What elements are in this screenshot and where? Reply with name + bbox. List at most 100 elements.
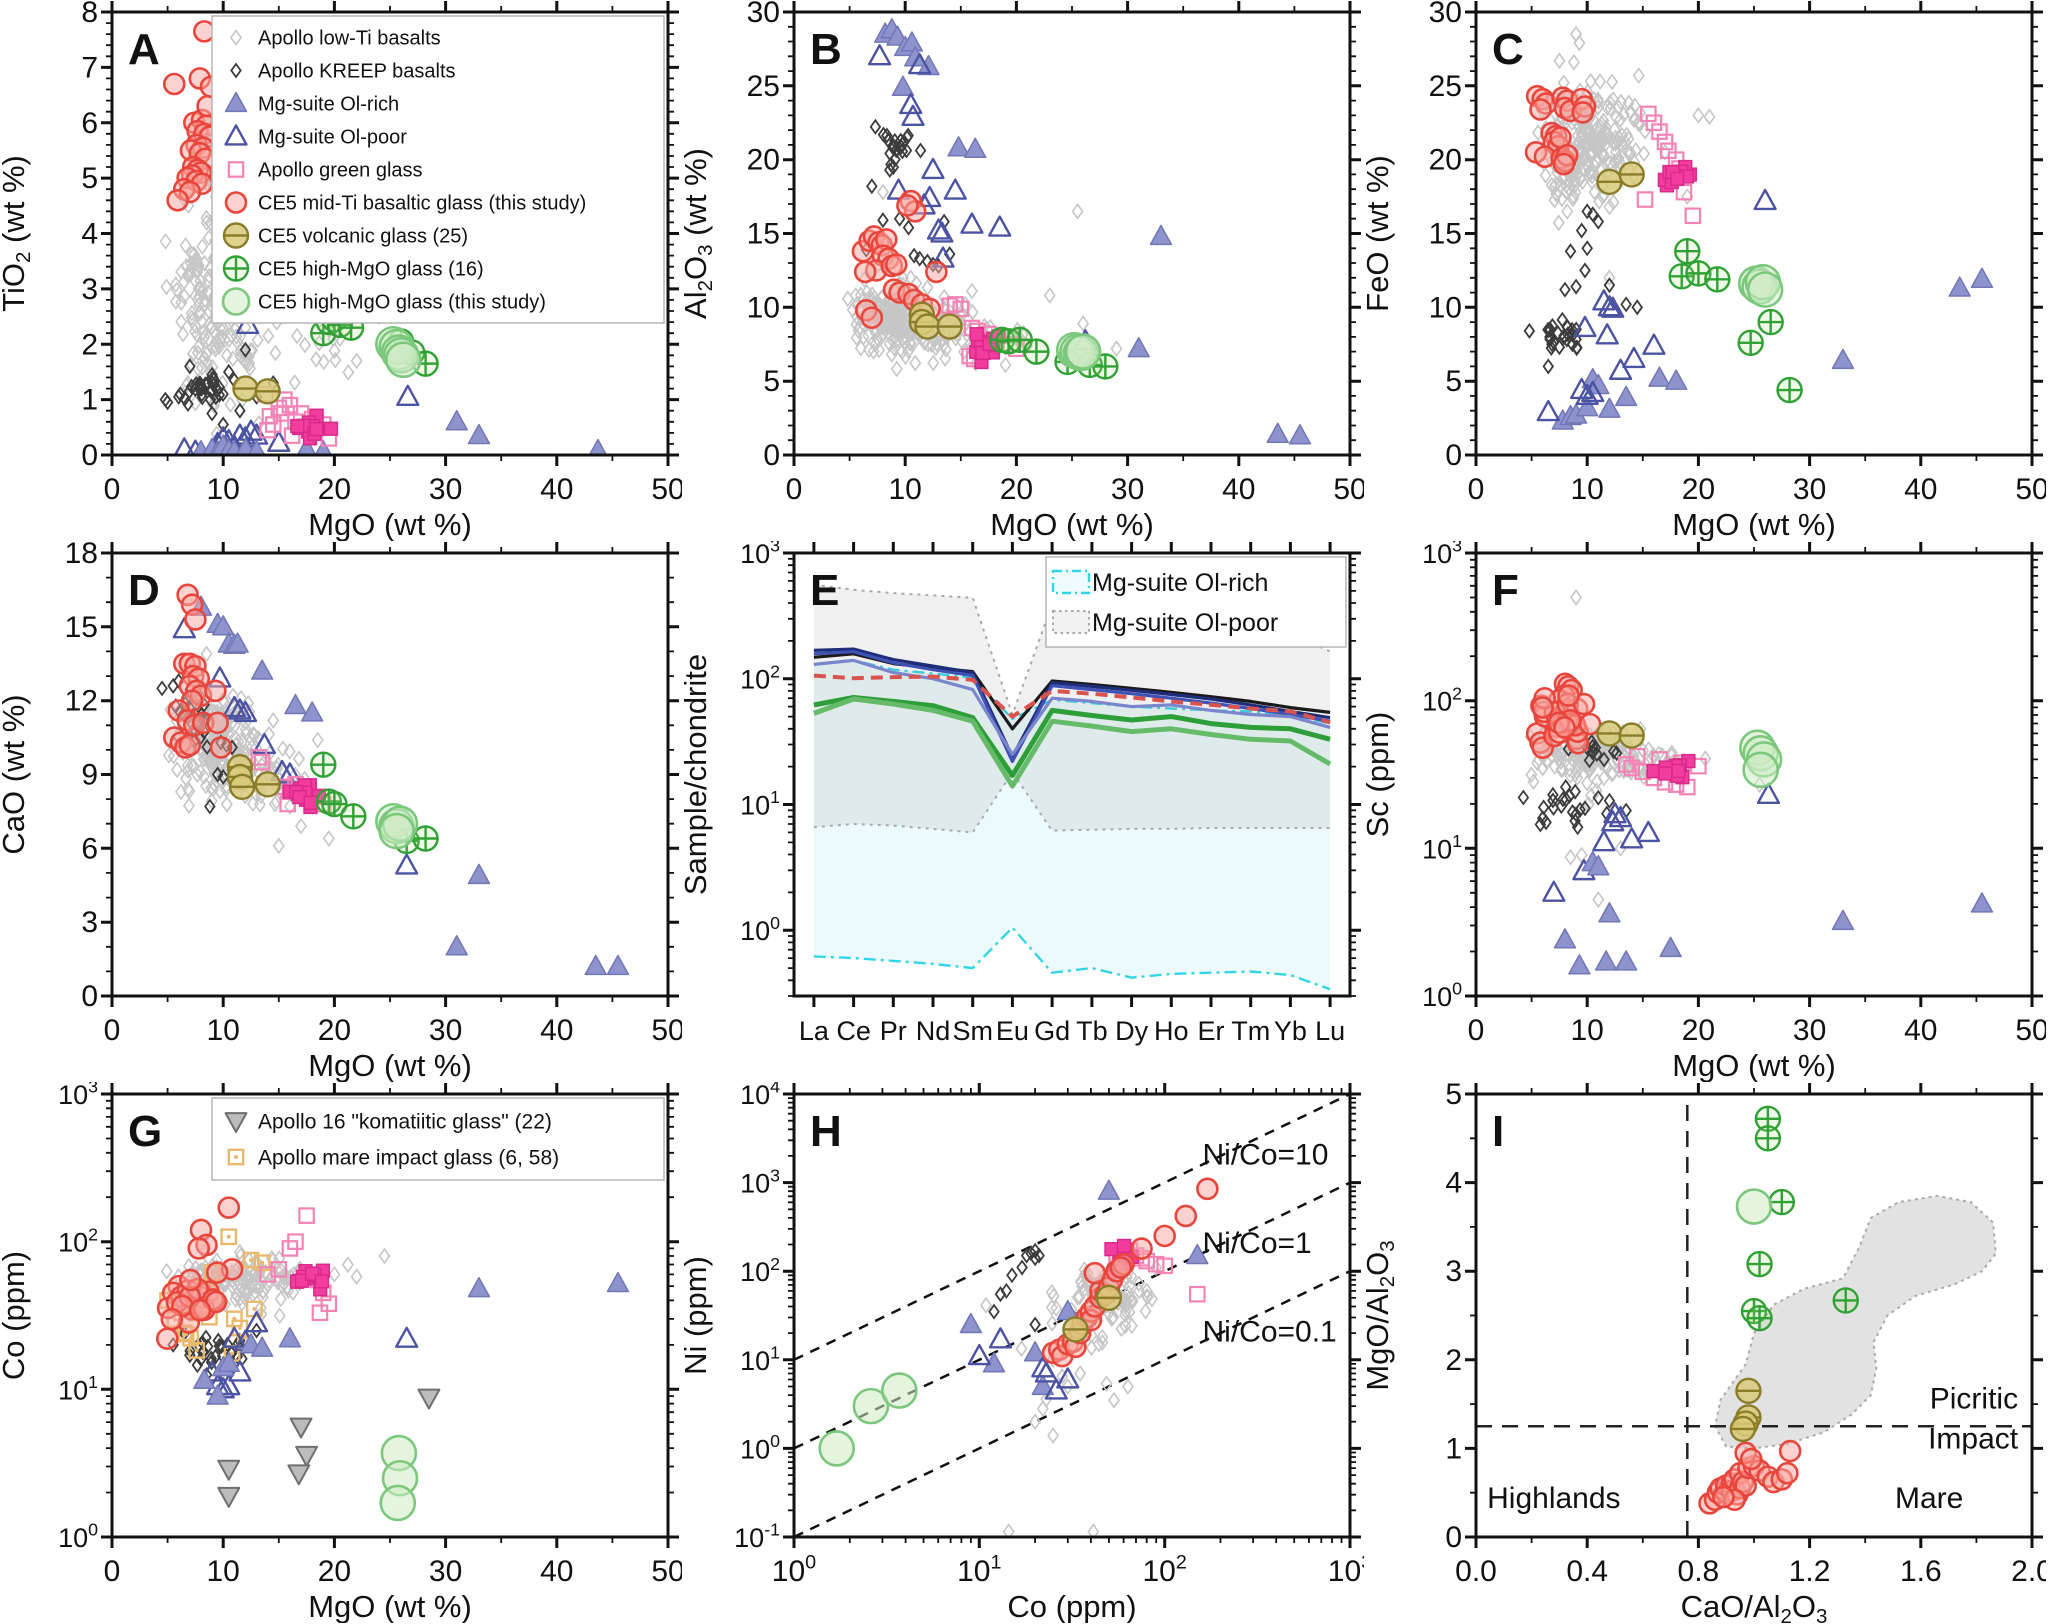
svg-text:103: 103 [58,1082,98,1110]
svg-text:101: 101 [740,1343,780,1376]
svg-text:20: 20 [318,1014,351,1047]
series-volcanic [1596,161,1645,196]
legend-label: CE5 mid-Ti basaltic glass (this study) [258,193,586,215]
svg-text:10: 10 [207,1555,240,1588]
svg-text:Nd: Nd [916,1016,951,1046]
series-olRich [959,1179,1209,1396]
svg-text:9: 9 [81,759,98,792]
svg-text:15: 15 [65,611,98,644]
svg-text:0: 0 [1445,439,1462,472]
panel-letter-F: F [1492,566,1519,615]
mg-suite-ol-rich-band [813,660,1331,990]
svg-text:6: 6 [81,832,98,865]
panel-G-co-vs-mgo: 0 10 20 30 40 50 100 101 102 103 MgO (wt %) Co (ppm… [0,1082,682,1623]
svg-text:5: 5 [1445,1082,1462,1111]
ree-line [813,695,1331,778]
svg-text:Er: Er [1198,1016,1225,1046]
annotation: Ni/Co=0.1 [1202,1316,1336,1349]
svg-text:10: 10 [1571,1014,1604,1047]
svg-text:0: 0 [1468,1014,1485,1047]
svg-text:50: 50 [651,1555,682,1588]
svg-text:0: 0 [1445,1521,1462,1554]
y-axis-label: FeO (wt %) [1364,155,1395,312]
svg-text:8: 8 [81,0,98,29]
svg-text:103: 103 [1422,541,1462,569]
ree-line [813,696,1332,789]
picritic-glass-field [1714,1194,1997,1450]
svg-text:12: 12 [65,685,98,718]
annotation: Picritic [1930,1383,2018,1416]
ree-line [813,658,1331,757]
series-highMgOBig [1735,1188,1773,1225]
svg-text:Dy: Dy [1115,1016,1148,1046]
legend-box [211,15,665,324]
plot-area-C [1523,25,1994,430]
panel-F-sc-vs-mgo: 0 10 20 30 40 50 100 101 102 103 MgO (wt %) Sc (ppm… [1364,541,2046,1082]
plot-area-H [794,1094,1350,1537]
series-greenGlassFilled [1657,159,1697,193]
series-volcanic [1596,720,1645,749]
panel-E-ree-spider-diagram: La Ce Pr Nd Sm Eu Gd Tb Dy Ho Er Tm Yb Lu 100 101 102 103… [682,541,1361,1046]
x-axis-label: MgO (wt %) [308,1589,472,1623]
svg-text:20: 20 [318,473,351,506]
panel-A-tio2-vs-mgo: 0 10 20 30 40 50 0 1 2 3 4 5 6 7 8 MgO (wt %) TiO2 (wt %… [0,0,682,541]
svg-text:10: 10 [1571,473,1604,506]
svg-text:6: 6 [81,107,98,140]
series-olPoor [967,1327,1080,1400]
svg-text:20: 20 [1682,473,1715,506]
svg-text:0.0: 0.0 [1455,1555,1497,1588]
svg-text:30: 30 [1429,0,1462,29]
series-olRich [193,1271,630,1405]
legend-swatch-ol-rich [1051,569,1091,595]
series-midTi [1525,672,1602,760]
x-axis-label: MgO (wt %) [1672,507,1836,541]
ree-line [813,650,1331,763]
series-midTi [851,189,948,329]
svg-text:0: 0 [104,1014,121,1047]
svg-text:50: 50 [2015,473,2046,506]
svg-text:10: 10 [1429,291,1462,324]
svg-text:101: 101 [58,1372,98,1405]
legend-label: Apollo mare impact glass (6, 58) [258,1146,559,1169]
svg-text:Lu: Lu [1315,1016,1345,1046]
series-kreep [988,1242,1045,1333]
series-olRich [192,410,608,455]
series-midTi [1698,1439,1802,1515]
annotation: Ni/Co=10 [1202,1139,1328,1172]
annotation: Highlands [1487,1482,1620,1515]
svg-text:101: 101 [740,787,780,820]
series-olPoor [1536,188,1777,422]
series-highMgO16 [310,751,439,855]
panel-letter-D: D [128,566,160,615]
legend-label: Mg-suite Ol-rich [258,94,399,116]
x-axis-label: MgO (wt %) [308,1048,472,1082]
panel-I-mgo-al2o3-vs-cao-al2o3: Highlands Picritic Impact Mare 0.0 0.4 0.8 1.2 1… [1364,1082,2046,1623]
series-lowTi [980,1256,1163,1537]
svg-text:30: 30 [1111,473,1144,506]
series-volcanic [226,753,281,801]
svg-text:100: 100 [772,1551,816,1588]
series-volcanic [232,375,281,405]
svg-text:10: 10 [889,473,922,506]
panel-letter-C: C [1492,25,1524,74]
annotation: Ni/Co=1 [1202,1227,1311,1260]
svg-text:0: 0 [81,980,98,1013]
series-greenGlassFilled [969,327,1006,370]
svg-text:50: 50 [651,1014,682,1047]
svg-text:Sm: Sm [952,1016,993,1046]
svg-text:Tb: Tb [1076,1016,1108,1046]
series-highMgO16 [1668,238,1803,404]
svg-text:Ho: Ho [1154,1016,1189,1046]
plot-area-D [156,583,630,976]
panel-letter-B: B [810,25,842,74]
series-kreep [1523,203,1644,375]
svg-text:50: 50 [651,473,682,506]
legend-swatch-ol-poor [1052,610,1090,634]
legend-label: Apollo 16 "komatiitic glass" (22) [258,1110,552,1133]
series-highMgOBig [375,325,422,379]
panel-letter-A: A [128,25,160,74]
x-axis-label: MgO (wt %) [1672,1048,1836,1082]
